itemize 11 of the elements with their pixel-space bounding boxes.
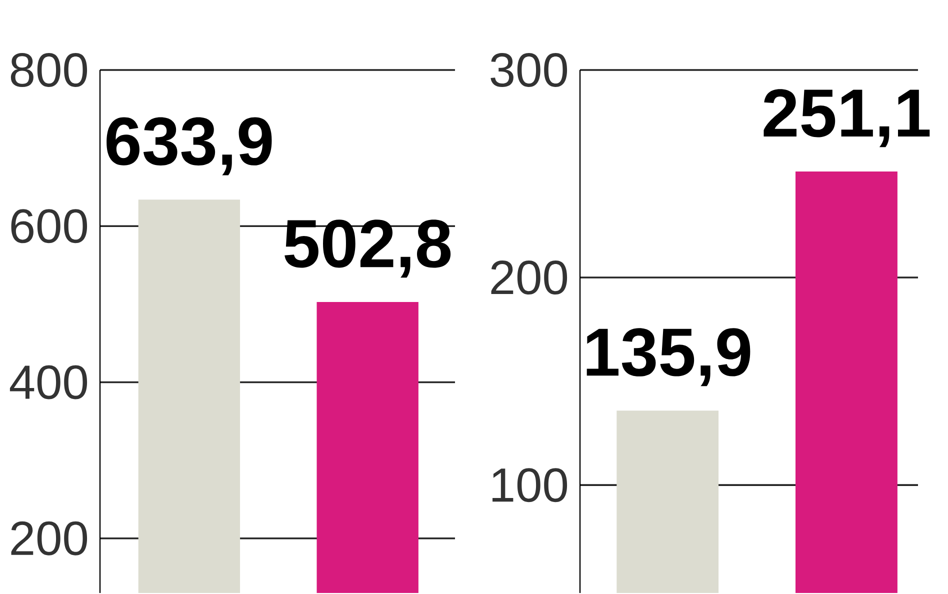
y-tick-label: 200 <box>11 522 88 556</box>
y-tick-label: 100 <box>492 468 568 502</box>
y-tick-label: 200 <box>491 260 568 295</box>
data-label: 135,9 <box>586 328 750 386</box>
data-label: 251,1 <box>764 89 930 148</box>
y-tick-label: 400 <box>10 365 88 400</box>
y-tick-label: 300 <box>490 53 568 88</box>
y-tick-label: 800 <box>10 53 88 88</box>
data-label: 502,8 <box>284 220 451 278</box>
y-tick-label: 600 <box>11 209 88 244</box>
data-label: 633,9 <box>106 117 272 176</box>
